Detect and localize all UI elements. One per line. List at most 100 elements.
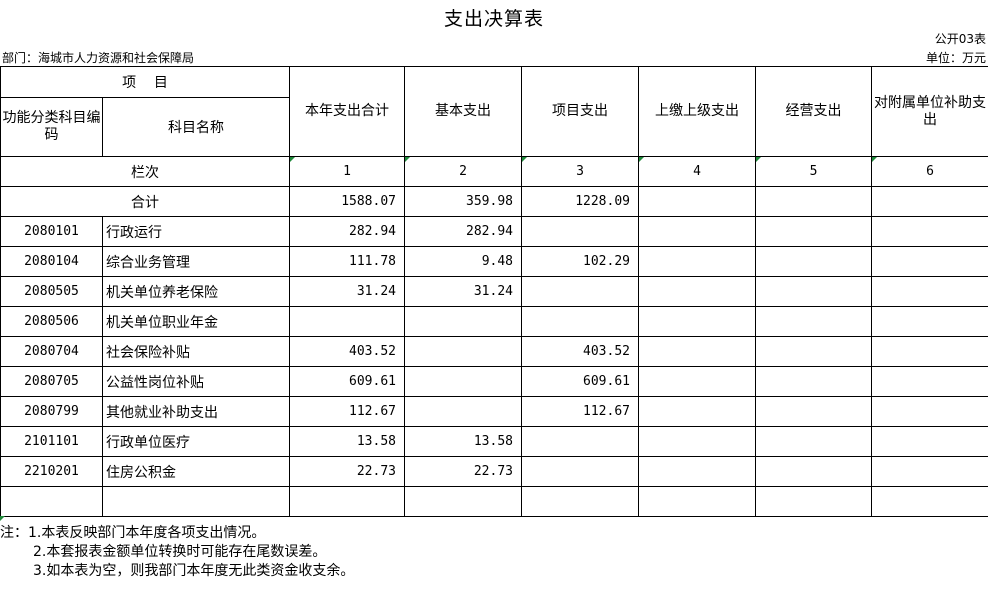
value-cell [521,486,639,517]
value-cell [638,306,756,337]
table-row [0,486,988,517]
value-cell [638,336,756,367]
subject-code-cell: 2101101 [0,426,103,457]
value-cell [638,216,756,247]
value-cell [871,246,988,277]
note-2: 2.本套报表金额单位转换时可能存在尾数误差。 [33,544,327,560]
subject-code-cell: 2080505 [0,276,103,307]
value-cell [638,426,756,457]
page-title: 支出决算表 [443,8,544,30]
value-cell: 13.58 [404,426,522,457]
col-header-operating: 经营支出 [755,66,872,157]
value-cell [871,366,988,397]
value-cell: 22.73 [404,456,522,487]
value-cell [638,276,756,307]
subject-code-cell: 2080704 [0,336,103,367]
subject-code-cell [0,486,103,517]
value-cell [755,426,872,457]
value-cell [521,276,639,307]
row-index-cell: 2 [404,156,522,187]
value-cell [755,246,872,277]
value-cell [638,486,756,517]
value-cell [755,306,872,337]
cell-marker [0,516,5,521]
value-cell [404,396,522,427]
table-row: 2080505 机关单位养老保险 31.24 31.24 [0,276,988,307]
col-header-project: 项目支出 [521,66,639,157]
value-cell [755,396,872,427]
value-cell: 282.94 [404,216,522,247]
subject-name-cell: 住房公积金 [102,456,290,487]
value-cell [638,396,756,427]
value-cell [521,306,639,337]
department-label: 部门：海城市人力资源和社会保障局 [2,51,195,65]
value-cell: 111.78 [289,246,405,277]
value-cell: 282.94 [289,216,405,247]
total-value-cell: 1228.09 [521,186,639,217]
expenditure-table: 项 目 本年支出合计 基本支出 项目支出 上缴上级支出 经营支出 对附属单位补助… [0,66,988,517]
value-cell [289,306,405,337]
note-3: 3.如本表为空，则我部门本年度无此类资金收支余。 [33,563,355,579]
total-value-cell [755,186,872,217]
col-header-subsidy: 对附属单位补助支出 [871,66,988,157]
subject-code-cell: 2080506 [0,306,103,337]
subject-name-cell: 公益性岗位补贴 [102,366,290,397]
name-col-header: 科目名称 [102,97,290,157]
total-value-cell [871,186,988,217]
value-cell [404,366,522,397]
code-col-header: 功能分类科目编码 [0,97,103,157]
subject-name-cell: 机关单位职业年金 [102,306,290,337]
subject-name-cell: 社会保险补贴 [102,336,290,367]
subject-code-cell: 2080101 [0,216,103,247]
value-cell [871,276,988,307]
value-cell [521,456,639,487]
value-cell: 112.67 [521,396,639,427]
row-index-cell: 6 [871,156,988,187]
value-cell [638,246,756,277]
value-cell [871,216,988,247]
value-cell [871,456,988,487]
value-cell [871,306,988,337]
subject-name-cell: 行政运行 [102,216,290,247]
value-cell [755,366,872,397]
value-cell: 609.61 [289,366,405,397]
value-cell [871,396,988,427]
col-header-total: 本年支出合计 [289,66,405,157]
row-index-label: 栏次 [0,156,290,187]
table-row: 2210201 住房公积金 22.73 22.73 [0,456,988,487]
value-cell [404,336,522,367]
value-cell: 403.52 [289,336,405,367]
table-row: 2080705 公益性岗位补贴 609.61 609.61 [0,366,988,397]
value-cell: 609.61 [521,366,639,397]
table-row: 2080704 社会保险补贴 403.52 403.52 [0,336,988,367]
value-cell [404,486,522,517]
value-cell [521,426,639,457]
total-label: 合计 [0,186,290,217]
subject-name-cell: 综合业务管理 [102,246,290,277]
subject-code-cell: 2080104 [0,246,103,277]
subject-name-cell: 其他就业补助支出 [102,396,290,427]
value-cell [755,216,872,247]
value-cell [755,276,872,307]
subject-code-cell: 2080799 [0,396,103,427]
value-cell [755,336,872,367]
notes: 注：1.本表反映部门本年度各项支出情况。 2.本套报表金额单位转换时可能存在尾数… [0,524,354,581]
col-header-remit-superior: 上缴上级支出 [638,66,756,157]
total-value-cell [638,186,756,217]
subject-name-cell: 机关单位养老保险 [102,276,290,307]
table-row: 2101101 行政单位医疗 13.58 13.58 [0,426,988,457]
table-row: 2080101 行政运行 282.94 282.94 [0,216,988,247]
value-cell [871,336,988,367]
value-cell: 22.73 [289,456,405,487]
value-cell: 13.58 [289,426,405,457]
row-index-cell: 3 [521,156,639,187]
table-row: 2080506 机关单位职业年金 [0,306,988,337]
total-value-cell: 359.98 [404,186,522,217]
table-row: 2080799 其他就业补助支出 112.67 112.67 [0,396,988,427]
value-cell [871,426,988,457]
value-cell [289,486,405,517]
value-cell: 9.48 [404,246,522,277]
subject-code-cell: 2080705 [0,366,103,397]
row-index-cell: 5 [755,156,872,187]
total-value-cell: 1588.07 [289,186,405,217]
